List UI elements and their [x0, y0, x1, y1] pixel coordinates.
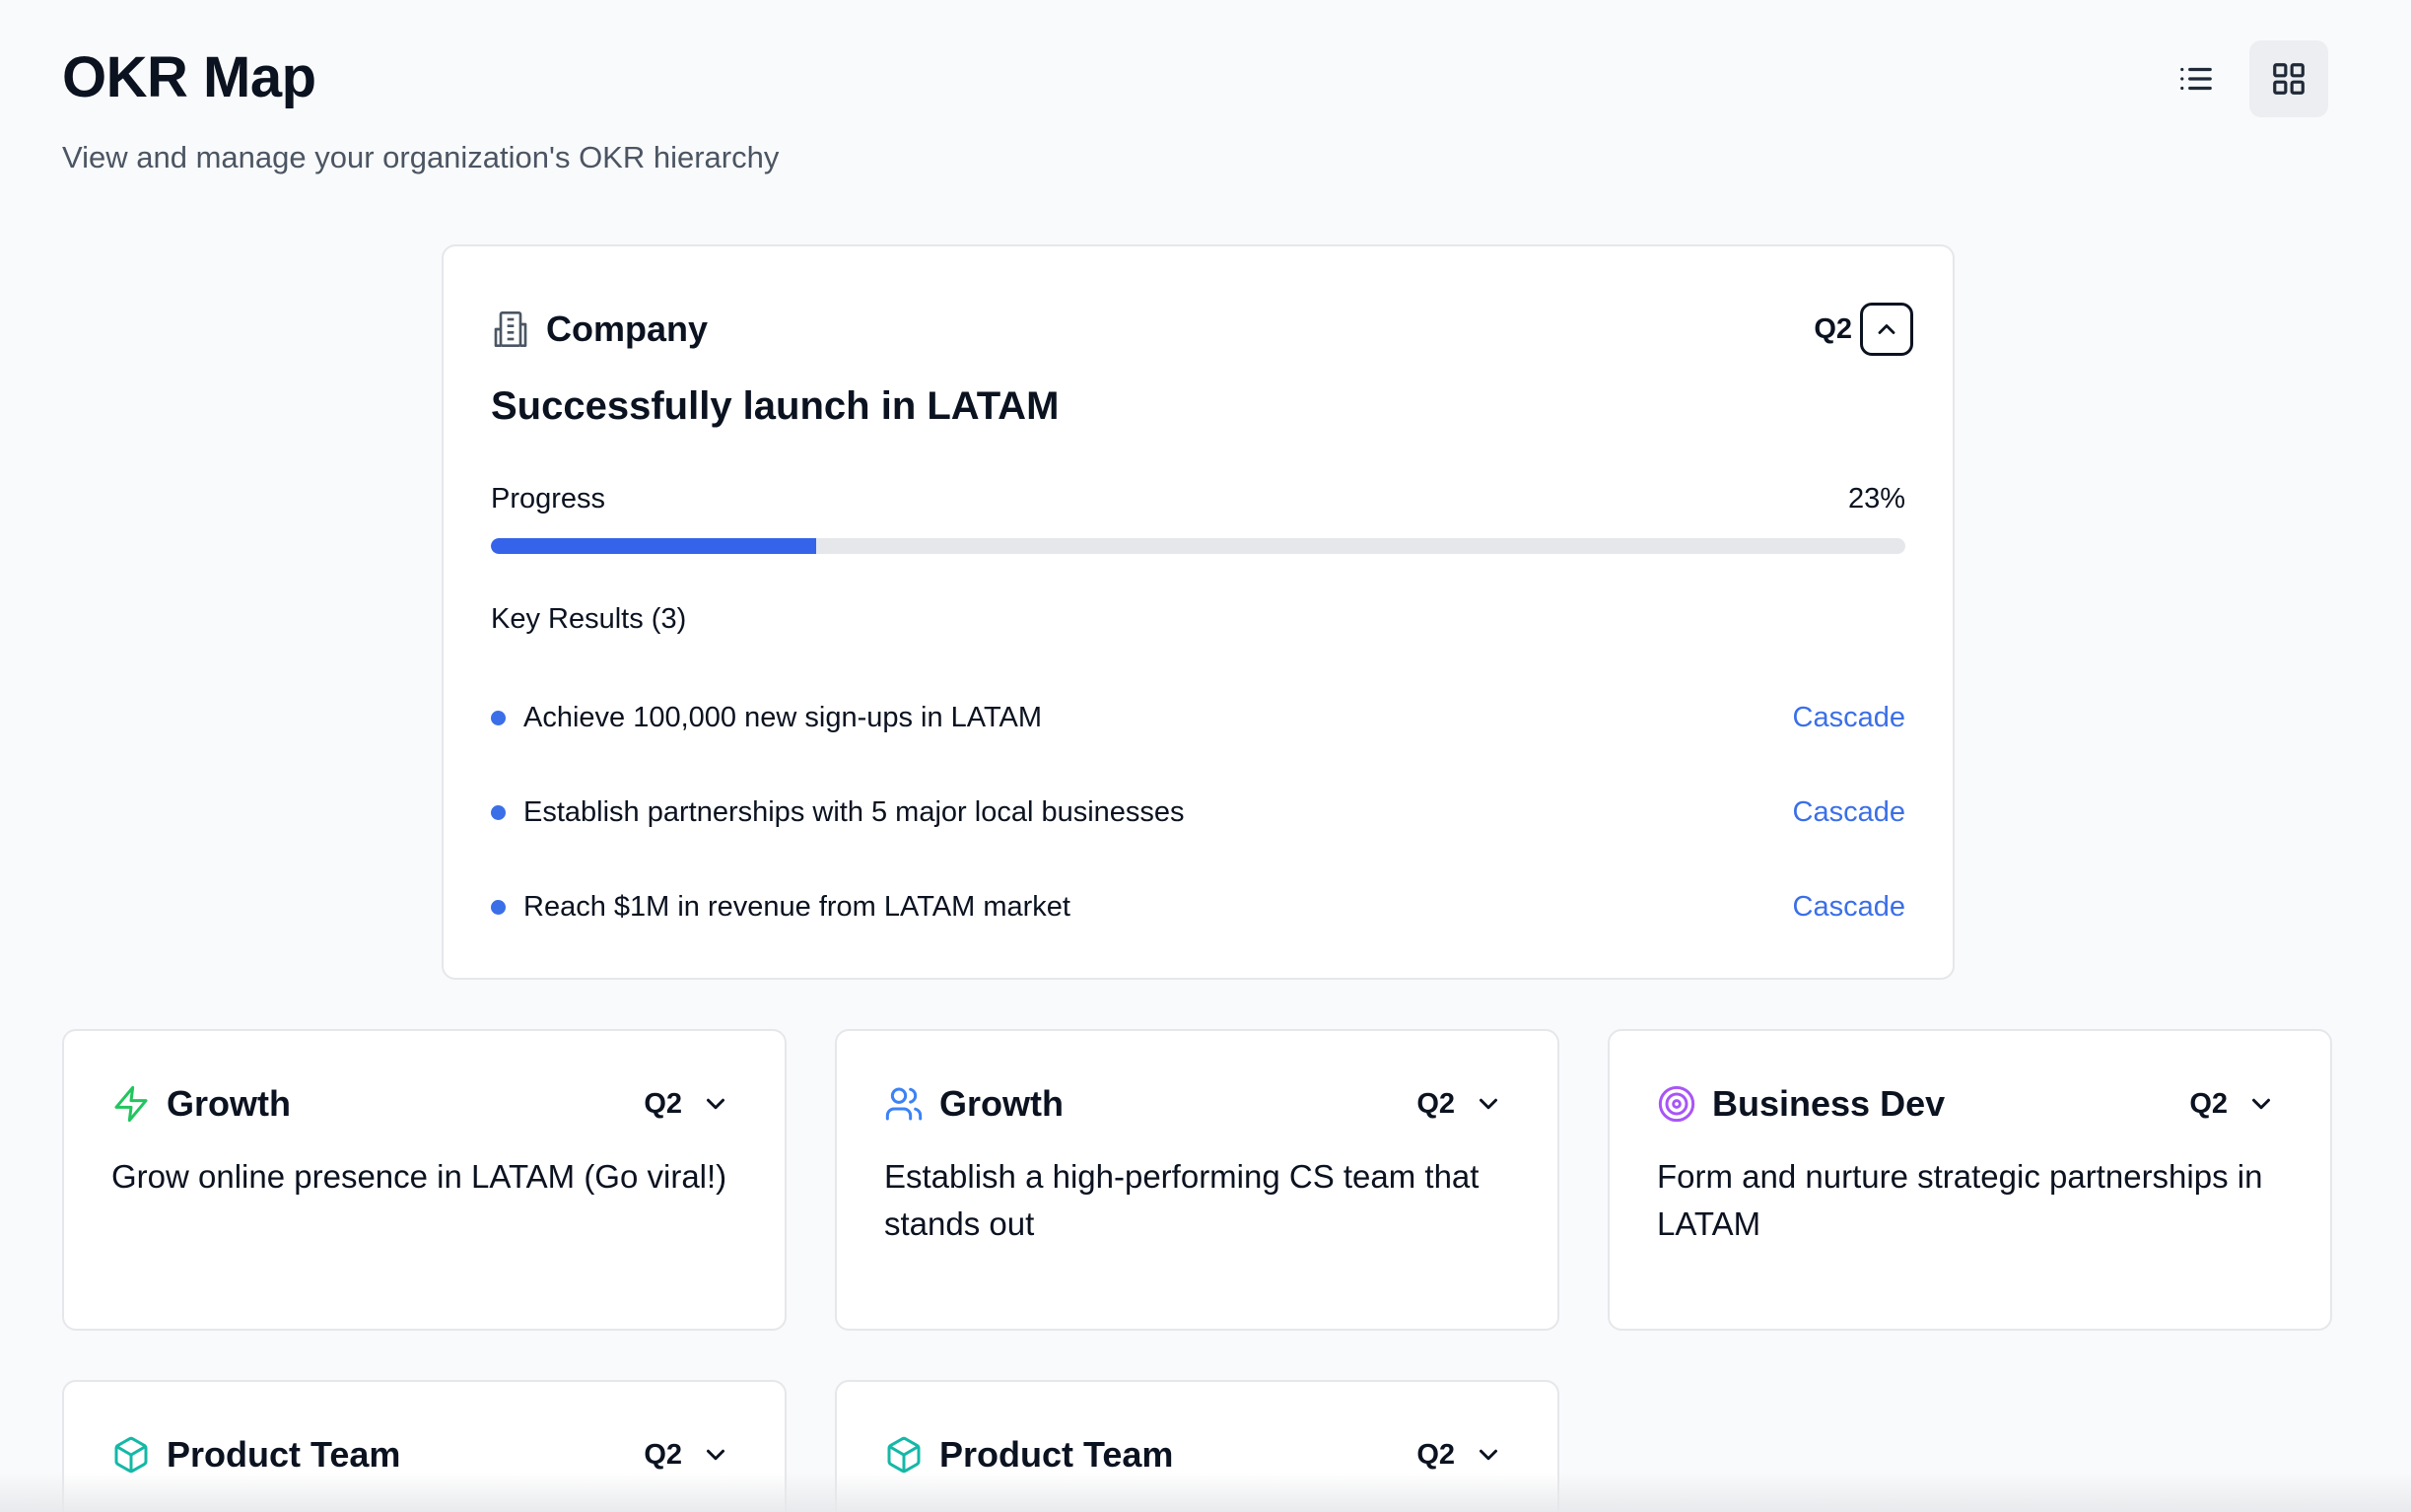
objective-title: Grow online presence in LATAM (Go viral!…: [111, 1158, 727, 1195]
users-icon: [885, 1087, 923, 1121]
progress-bar: [491, 538, 1905, 554]
department-label: Company: [546, 309, 709, 349]
department-label: Business Dev: [1712, 1083, 1946, 1124]
cascade-link[interactable]: Cascade: [1792, 701, 1905, 733]
team-okr-card[interactable]: Growth Q2 Grow online presence in LATAM …: [62, 1029, 787, 1331]
key-result-text: Reach $1M in revenue from LATAM market: [523, 890, 1070, 923]
quarter-label: Q2: [1416, 1087, 1455, 1120]
department-label: Growth: [939, 1083, 1064, 1124]
objective-title: Form and nurture strategic partnerships …: [1657, 1158, 2263, 1242]
box-icon: [887, 1436, 921, 1474]
chevron-down-icon: [1480, 1098, 1497, 1110]
quarter-label: Q2: [1814, 312, 1852, 345]
card-header: Business Dev Q2: [1657, 1074, 2281, 1134]
target-icon: [1658, 1085, 1695, 1123]
bullet-icon: [491, 710, 506, 725]
scroll-shadow: [0, 1473, 2411, 1512]
expand-button[interactable]: [696, 1084, 735, 1124]
chevron-down-icon: [707, 1098, 724, 1110]
progress-label: Progress: [491, 483, 606, 515]
collapse-button[interactable]: [1860, 303, 1913, 356]
quarter-label: Q2: [2189, 1087, 2228, 1120]
key-result-text: Establish partnerships with 5 major loca…: [523, 795, 1185, 828]
list-icon: [2180, 67, 2212, 91]
card-header: Growth Q2: [884, 1074, 1508, 1134]
card-header: Product Team Q2: [884, 1425, 1508, 1484]
building-icon: [494, 311, 527, 347]
box-icon: [114, 1436, 148, 1474]
bullet-icon: [491, 899, 506, 915]
quarter-label: Q2: [644, 1438, 682, 1471]
objective-title: Successfully launch in LATAM: [491, 384, 1060, 428]
company-okr-card: Company Q2 Successfully launch in LATAM …: [442, 244, 1955, 980]
expand-button[interactable]: [1469, 1435, 1508, 1475]
quarter-label: Q2: [644, 1087, 682, 1120]
key-result-item: Reach $1M in revenue from LATAM market C…: [491, 859, 1905, 954]
team-okr-card[interactable]: Business Dev Q2 Form and nurture strateg…: [1608, 1029, 2332, 1331]
list-view-button[interactable]: [2157, 40, 2236, 117]
chevron-down-icon: [707, 1449, 724, 1461]
department-label: Growth: [167, 1083, 291, 1124]
bullet-icon: [491, 804, 506, 820]
grid-icon: [2273, 63, 2305, 95]
key-result-item: Establish partnerships with 5 major loca…: [491, 765, 1905, 859]
chevron-down-icon: [2252, 1098, 2270, 1110]
card-header: Company Q2: [491, 300, 1913, 359]
department-label: Product Team: [939, 1434, 1174, 1475]
chevron-up-icon: [1878, 324, 1895, 334]
department-label: Product Team: [167, 1434, 401, 1475]
card-header: Growth Q2: [111, 1074, 735, 1134]
progress-row: Progress 23%: [491, 483, 1905, 515]
expand-button[interactable]: [2241, 1084, 2281, 1124]
cascade-link[interactable]: Cascade: [1792, 890, 1905, 923]
cascade-link[interactable]: Cascade: [1792, 795, 1905, 828]
page-title: OKR Map: [62, 45, 316, 109]
expand-button[interactable]: [1469, 1084, 1508, 1124]
team-okr-card[interactable]: Growth Q2 Establish a high-performing CS…: [835, 1029, 1559, 1331]
expand-button[interactable]: [696, 1435, 735, 1475]
objective-title: Establish a high-performing CS team that…: [884, 1158, 1480, 1242]
chevron-down-icon: [1480, 1449, 1497, 1461]
key-results-heading: Key Results (3): [491, 603, 687, 635]
progress-bar-fill: [491, 538, 817, 554]
key-result-text: Achieve 100,000 new sign-ups in LATAM: [523, 701, 1043, 733]
grid-view-button[interactable]: [2249, 40, 2328, 117]
zap-icon: [114, 1085, 148, 1123]
key-result-item: Achieve 100,000 new sign-ups in LATAM Ca…: [491, 670, 1905, 765]
progress-percent: 23%: [1847, 483, 1905, 515]
page-subtitle: View and manage your organization's OKR …: [62, 140, 780, 174]
quarter-label: Q2: [1416, 1438, 1455, 1471]
view-toggle: [2157, 40, 2328, 117]
key-results-list: Achieve 100,000 new sign-ups in LATAM Ca…: [491, 690, 1905, 954]
card-header: Product Team Q2: [111, 1425, 735, 1484]
